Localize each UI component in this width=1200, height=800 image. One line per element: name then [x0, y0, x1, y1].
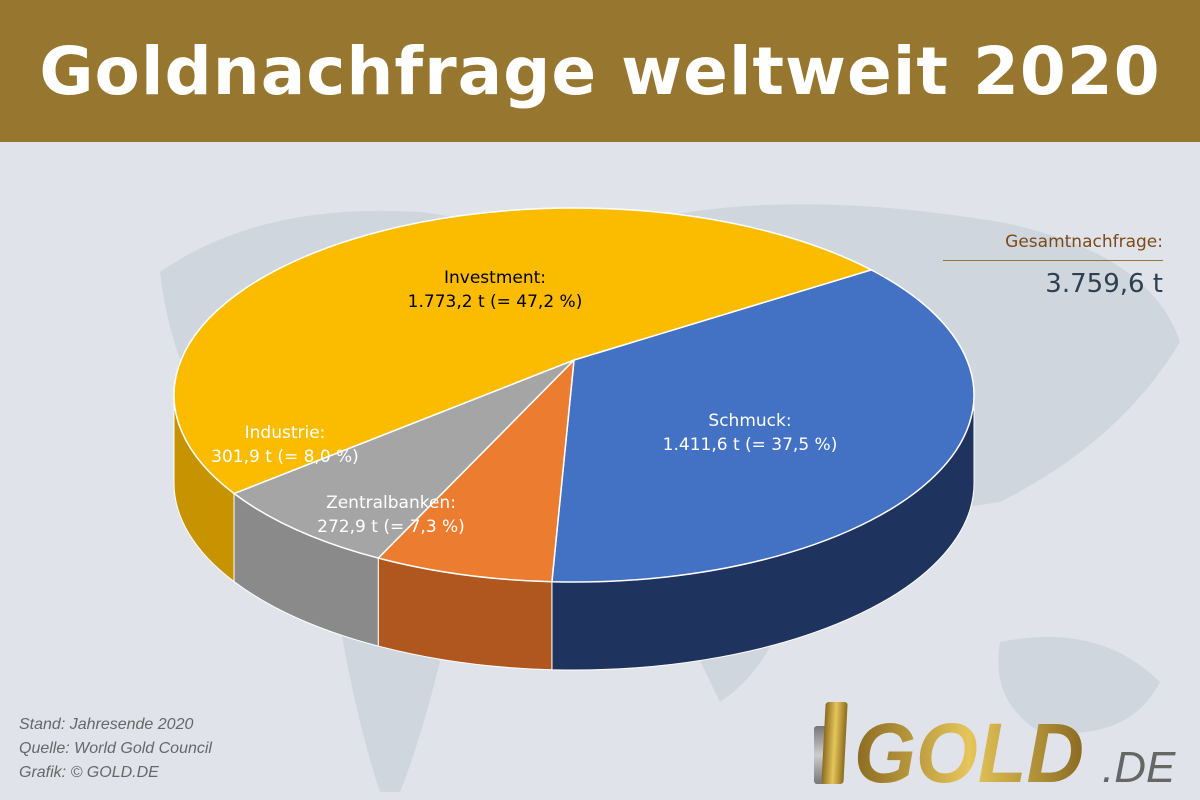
slice-value: 301,9 t (= 8,0 %) — [211, 447, 359, 467]
footer-stand: Stand: Jahresende 2020 — [19, 716, 194, 733]
slice-value: 1.773,2 t (= 47,2 %) — [407, 292, 583, 312]
slice-value: 1.411,6 t (= 37,5 %) — [662, 435, 838, 455]
pie-slice-investment — [173, 207, 874, 495]
footer-source: Quelle: World Gold Council — [19, 740, 212, 757]
svg-text:GOLD: GOLD — [854, 706, 1084, 788]
svg-text:.DE: .DE — [1102, 743, 1176, 788]
gold-de-logo: GOLD .DE — [814, 702, 1176, 788]
slice-name: Zentralbanken: — [326, 493, 456, 513]
total-value: 3.759,6 t — [1045, 269, 1163, 299]
footer-credit: Grafik: © GOLD.DE — [19, 764, 159, 781]
total-label: Gesamtnachfrage: — [943, 232, 1163, 261]
pie-slice-zentralbanken — [376, 357, 575, 583]
data-label-industrie: Industrie: 301,9 t (= 8,0 %) — [211, 421, 359, 469]
slice-value: 272,9 t (= 7,3 %) — [317, 517, 465, 537]
header-banner: Goldnachfrage weltweit 2020 — [0, 0, 1200, 142]
footer-notes: Stand: Jahresende 2020 Quelle: World Gol… — [19, 713, 212, 785]
data-label-schmuck: Schmuck: 1.411,6 t (= 37,5 %) — [663, 409, 838, 457]
total-demand: Gesamtnachfrage: 3.759,6 t — [943, 232, 1163, 299]
slice-name: Industrie: — [244, 423, 326, 443]
pie-slice-industrie — [232, 359, 575, 559]
data-label-investment: Investment: 1.773,2 t (= 47,2 %) — [408, 266, 583, 314]
pie-slice-schmuck — [551, 269, 975, 583]
slice-name: Schmuck: — [708, 411, 792, 431]
chart-title: Goldnachfrage weltweit 2020 — [39, 32, 1161, 110]
data-label-zentralbanken: Zentralbanken: 272,9 t (= 7,3 %) — [317, 491, 465, 539]
slice-name: Investment: — [443, 268, 547, 288]
